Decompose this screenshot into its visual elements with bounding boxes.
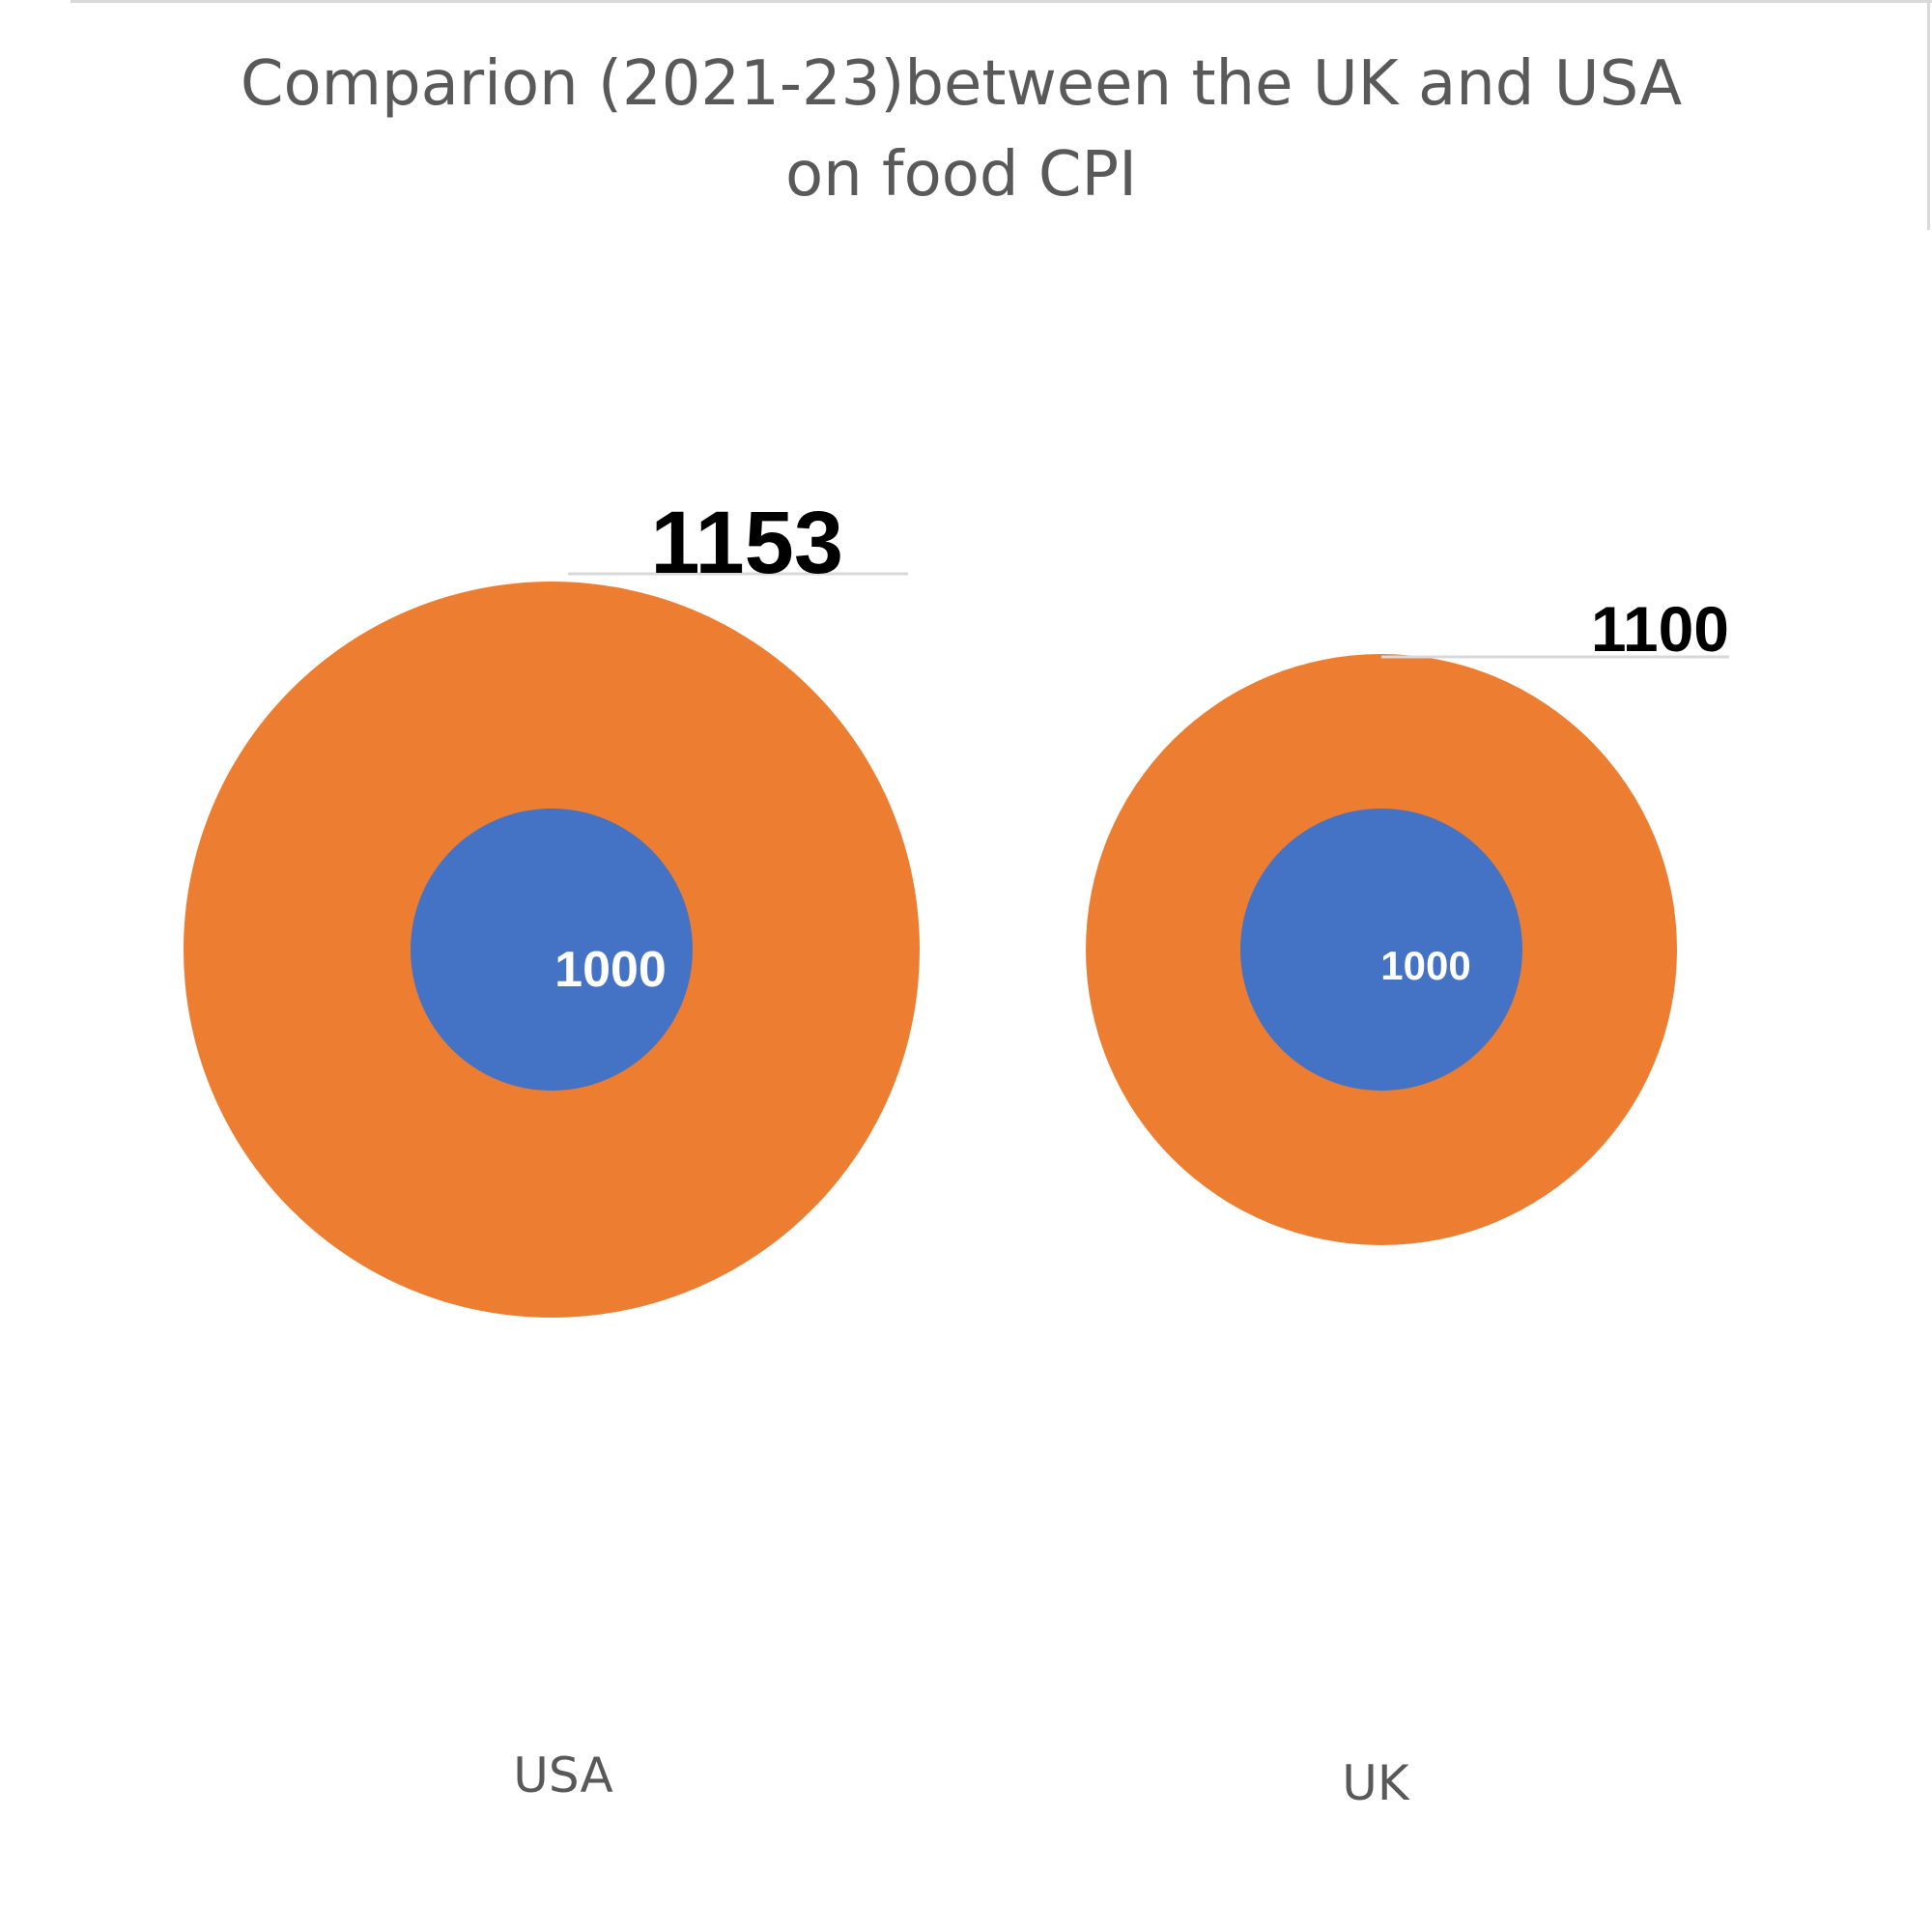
data-label-outer-usa: 1153 xyxy=(650,494,843,592)
chart-frame-top-border xyxy=(71,0,1932,3)
chart-title: Comparion (2021-23)between the UK and US… xyxy=(240,48,1683,211)
data-label-inner-uk: 1000 xyxy=(1380,943,1470,988)
chart-frame-right-border xyxy=(1927,0,1930,230)
data-label-outer-uk: 1100 xyxy=(1591,593,1729,665)
bubble-inner-uk xyxy=(1240,809,1522,1091)
data-label-inner-usa: 1000 xyxy=(554,942,667,998)
category-label-uk: UK xyxy=(1342,1755,1410,1811)
bubble-inner-usa xyxy=(411,809,693,1091)
category-label-usa: USA xyxy=(513,1747,612,1804)
